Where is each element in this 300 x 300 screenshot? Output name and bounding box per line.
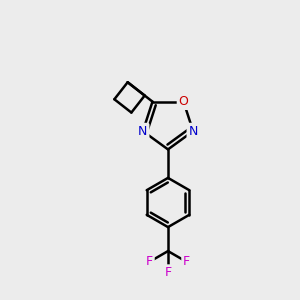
Text: N: N (188, 125, 198, 138)
Text: N: N (138, 125, 148, 138)
Text: F: F (164, 266, 172, 279)
Text: F: F (183, 255, 190, 268)
Text: O: O (178, 95, 188, 108)
Text: F: F (146, 255, 153, 268)
